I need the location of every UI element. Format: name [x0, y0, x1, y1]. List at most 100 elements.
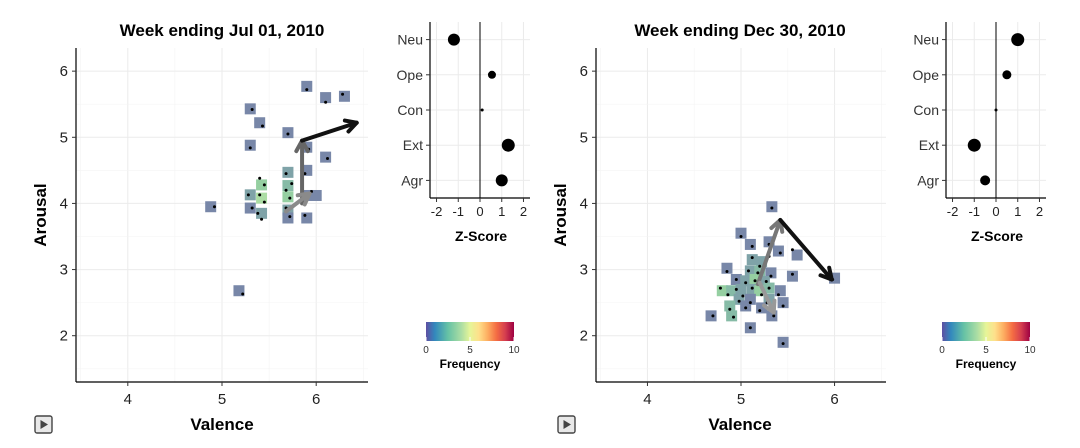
zscore-x-tick-label: 2 [1036, 204, 1043, 219]
heat-cell [233, 285, 245, 297]
legend-tick-label: 0 [423, 345, 429, 356]
legend-title: Frequency [956, 357, 1017, 371]
data-point [753, 279, 757, 283]
zscore-point [1011, 33, 1025, 47]
data-point [734, 277, 738, 281]
zscore-x-tick-label: -1 [968, 204, 980, 219]
zscore-category-label: Agr [917, 172, 939, 188]
data-point [305, 88, 309, 92]
y-tick-label: 5 [580, 129, 588, 146]
grid-lines [76, 48, 368, 382]
data-point [744, 306, 748, 310]
y-tick-label: 2 [580, 328, 588, 345]
data-point [250, 206, 254, 210]
data-point [781, 342, 785, 346]
heat-cell [301, 212, 313, 224]
data-point [744, 281, 748, 285]
data-point [262, 183, 266, 187]
data-point [734, 287, 738, 291]
frequency-legend: 0 5 10 Frequency [423, 322, 520, 371]
heat-cell [754, 285, 766, 297]
heat-cell [766, 310, 778, 322]
heat-cell [735, 227, 747, 239]
zscore-x-tick-label: 1 [1014, 204, 1021, 219]
heat-cell [244, 202, 256, 214]
data-point [324, 100, 328, 104]
panel-right: Week ending Dec 30, 2010 4 5 6 2 3 4 5 6 Valenc… [551, 21, 1046, 434]
heat-cell [705, 310, 717, 322]
heat-cell [301, 80, 313, 92]
data-point [790, 248, 794, 252]
heat-cell [338, 90, 350, 102]
mood-arrow [778, 217, 834, 282]
mood-arrow [300, 118, 359, 143]
heat-cell [735, 283, 747, 295]
heat-cell [205, 201, 217, 213]
zscore-axis-label: Z-Score [455, 228, 507, 244]
zscore-category-label: Ope [397, 67, 424, 83]
mood-arrow [284, 191, 312, 214]
y-tick-label: 6 [60, 63, 68, 80]
data-point [725, 270, 729, 274]
legend-tick-label: 10 [508, 345, 520, 356]
zscore-point [967, 138, 981, 152]
play-icon [563, 420, 571, 429]
data-point [767, 286, 771, 290]
heat-cell [716, 285, 728, 297]
heat-cell [746, 254, 758, 266]
frequency-colorbar [942, 322, 1030, 341]
x-tick-label: 6 [830, 391, 838, 408]
data-point [341, 92, 345, 96]
zscore-axis-label: Z-Score [971, 228, 1023, 244]
zscore-category-label: Neu [913, 32, 939, 48]
arrow-shaft [300, 120, 359, 143]
x-tick-label: 6 [312, 391, 320, 408]
data-point [303, 213, 307, 217]
heat-cell [740, 275, 752, 287]
data-point [288, 215, 292, 219]
heat-cell [256, 207, 268, 219]
zscore-point [1002, 70, 1012, 80]
data-point [737, 299, 741, 303]
heat-cell [282, 191, 294, 203]
zscore-x-tick-label: 0 [992, 204, 999, 219]
play-icon [40, 420, 48, 429]
zscore-category-label: Con [913, 102, 939, 118]
heat-cell [301, 164, 313, 176]
data-point [748, 301, 752, 305]
y-axis-label: Arousal [551, 183, 570, 246]
heat-cell [740, 300, 752, 312]
data-point [711, 314, 715, 318]
data-point [718, 286, 722, 290]
heat-cell [724, 300, 736, 312]
zscore-category-label: Con [397, 102, 423, 118]
data-point [325, 156, 329, 160]
zscore-plot: -2 -1 0 1 2 Neu Ope Con Ext Agr [397, 22, 530, 219]
data-point [284, 172, 288, 176]
zscore-x-tick-label: -1 [452, 204, 464, 219]
data-point [258, 193, 262, 197]
data-point [288, 196, 292, 200]
heat-cell [244, 189, 256, 201]
data-point [241, 292, 245, 296]
data-point [246, 193, 250, 197]
zscore-x-tick-label: -2 [947, 204, 959, 219]
data-point [748, 326, 752, 330]
data-point [758, 264, 762, 268]
data-point [262, 200, 266, 204]
zscore-point [487, 70, 496, 79]
arrow-shaft [778, 217, 834, 282]
data-point [258, 176, 262, 180]
play-button-left[interactable] [34, 415, 53, 434]
y-tick-label: 5 [60, 129, 68, 146]
x-axis-label: Valence [190, 415, 253, 434]
data-point [781, 304, 785, 308]
chart-title: Week ending Dec 30, 2010 [634, 21, 845, 40]
heat-cell [777, 297, 789, 309]
zscore-point [447, 33, 460, 46]
data-point [772, 314, 776, 318]
play-button-right[interactable] [557, 415, 576, 434]
chart-title: Week ending Jul 01, 2010 [120, 21, 325, 40]
heat-cell [744, 293, 756, 305]
zscore-x-tick-label: 1 [498, 204, 505, 219]
